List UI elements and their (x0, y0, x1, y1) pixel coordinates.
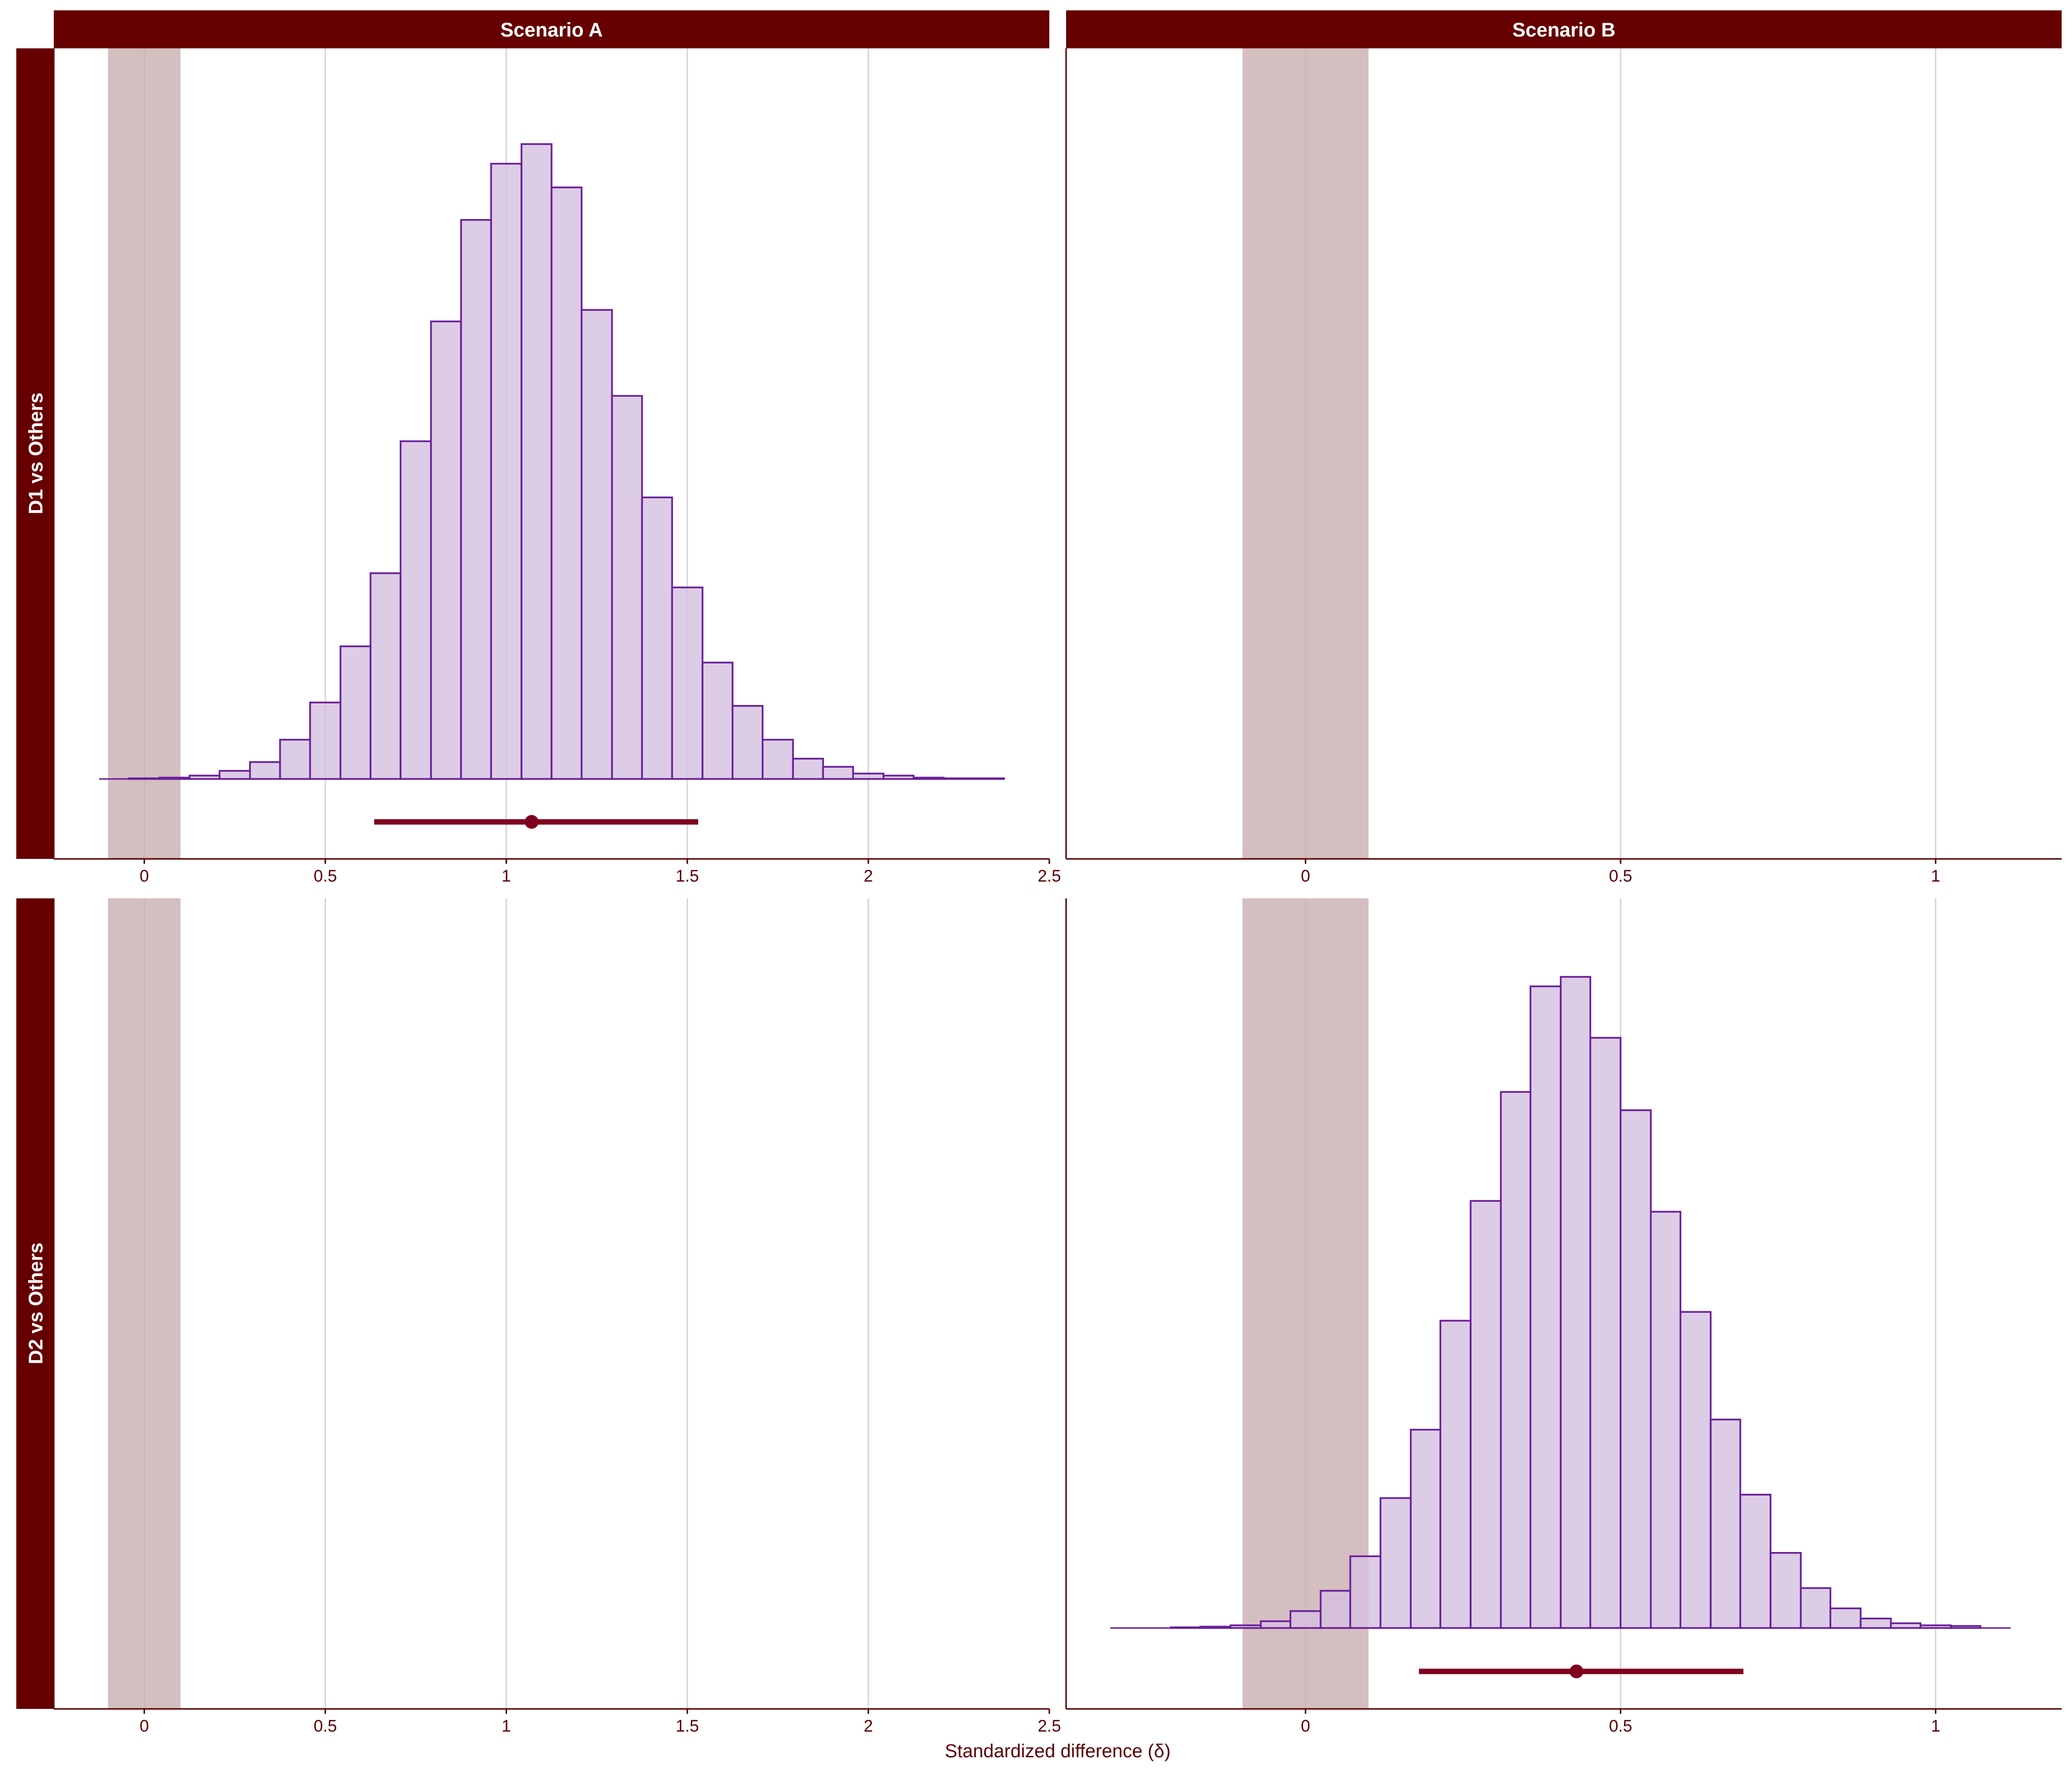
histogram-bar (1349, 1555, 1382, 1629)
x-tick-label: 2.5 (1037, 1717, 1061, 1736)
histogram-bar (973, 777, 1005, 780)
histogram-bar (551, 186, 583, 780)
histogram-bar (762, 739, 794, 780)
histogram-bar (732, 705, 764, 780)
histogram-bar (1739, 1493, 1772, 1629)
histogram-bar (883, 775, 915, 780)
histogram-bar (219, 770, 251, 780)
histogram-bar (1439, 1320, 1472, 1629)
x-tick-label: 1 (1931, 1717, 1940, 1736)
col-strip-scenario-a-label: Scenario A (500, 19, 602, 41)
histogram-bar (188, 775, 221, 780)
row-strip-d1 (16, 48, 54, 859)
histogram-bar (1589, 1036, 1622, 1629)
x-tick-label: 0.5 (314, 867, 337, 886)
x-tick-label: 0 (1301, 867, 1310, 886)
histogram-bar (1409, 1429, 1442, 1629)
histogram-bar (1859, 1618, 1892, 1629)
x-tick-label: 1.5 (676, 1717, 699, 1736)
panel-scenario-a-d1: 0 0.5 1 1.5 2 2.5 (53, 48, 1061, 886)
col-strip-scenario-a (54, 10, 1049, 48)
histogram-bar (460, 219, 492, 780)
histogram-bar (128, 777, 161, 780)
histogram-bar (1620, 1109, 1652, 1629)
x-tick-label: 0.5 (1609, 1717, 1632, 1736)
rope-band (1242, 48, 1369, 859)
point-estimate (524, 815, 539, 829)
histogram-bar (1709, 1418, 1741, 1629)
x-tick-label: 0.5 (1609, 867, 1632, 886)
histogram-bar (1529, 985, 1562, 1629)
histogram-bar (1770, 1552, 1802, 1629)
histogram-bar (1199, 1626, 1232, 1629)
row-strip-d2-label: D2 vs Others (25, 1243, 47, 1365)
point-estimate (1569, 1665, 1584, 1678)
histogram-bar (1559, 976, 1591, 1629)
x-tick-label: 1 (502, 867, 511, 886)
histogram-bar (1950, 1625, 1981, 1629)
histogram-bar (1259, 1620, 1292, 1629)
panel-scenario-b-d1: 0 0.5 1 (1065, 48, 2062, 886)
x-axis-title: Standardized difference (δ) (945, 1741, 1171, 1762)
x-tick-label: 2 (864, 1717, 873, 1736)
histogram-bar (249, 761, 281, 780)
histogram-bar (702, 662, 734, 780)
histogram-bar (1500, 1091, 1532, 1629)
histogram-bar (1379, 1497, 1412, 1629)
x-tick-label: 1 (502, 1717, 511, 1736)
x-tick-label: 0 (140, 1717, 149, 1736)
rope-band (108, 898, 181, 1709)
histogram-bar (671, 586, 703, 780)
x-tick-label: 0 (140, 867, 149, 886)
histogram-bar (641, 496, 673, 780)
histogram-bar (942, 777, 975, 780)
histogram-bar (430, 320, 462, 780)
histogram-bar (852, 773, 885, 780)
histogram-bar (913, 777, 945, 780)
col-strip-scenario-b-label: Scenario B (1513, 19, 1616, 41)
histogram-bar (1890, 1622, 1922, 1629)
x-tick-label: 2 (864, 867, 873, 886)
histogram-bar (792, 758, 824, 780)
histogram-bar (339, 645, 371, 780)
histogram-bar (1470, 1200, 1502, 1629)
histogram-bar (490, 163, 522, 780)
panel-scenario-b-d2: 0 0.5 1 (1065, 898, 2062, 1736)
x-tick-label: 0.5 (314, 1717, 337, 1736)
histogram-bar (370, 572, 402, 780)
histogram-bar (1920, 1624, 1952, 1629)
row-strip-d2 (16, 898, 54, 1709)
x-tick-label: 1 (1931, 867, 1940, 886)
histogram-bar (520, 143, 553, 780)
histogram-bar (1800, 1587, 1832, 1629)
histogram-bar (1650, 1211, 1682, 1629)
rope-band (1242, 898, 1369, 1709)
x-tick-label: 1.5 (676, 867, 699, 886)
histogram-bar (1829, 1607, 1862, 1629)
histogram-bar (309, 702, 341, 780)
histogram-bar (158, 777, 190, 780)
histogram-bar (1289, 1610, 1322, 1629)
histogram-bar (822, 766, 854, 780)
histogram-bar (1229, 1624, 1262, 1629)
histogram-bar (1320, 1590, 1351, 1629)
rope-band (108, 48, 181, 859)
col-strip-scenario-b (1066, 10, 2062, 48)
x-tick-label: 0 (1301, 1717, 1310, 1736)
histogram-bar (581, 309, 613, 780)
histogram-bar (1679, 1311, 1712, 1629)
x-tick-label: 2.5 (1037, 867, 1061, 886)
row-strip-d1-label: D1 vs Others (25, 393, 47, 515)
panel-scenario-a-d2: 0 0.5 1 1.5 2 2.5 (53, 898, 1061, 1736)
histogram-bar (400, 440, 432, 780)
histogram-bar (611, 395, 643, 780)
histogram-bar (279, 739, 311, 780)
